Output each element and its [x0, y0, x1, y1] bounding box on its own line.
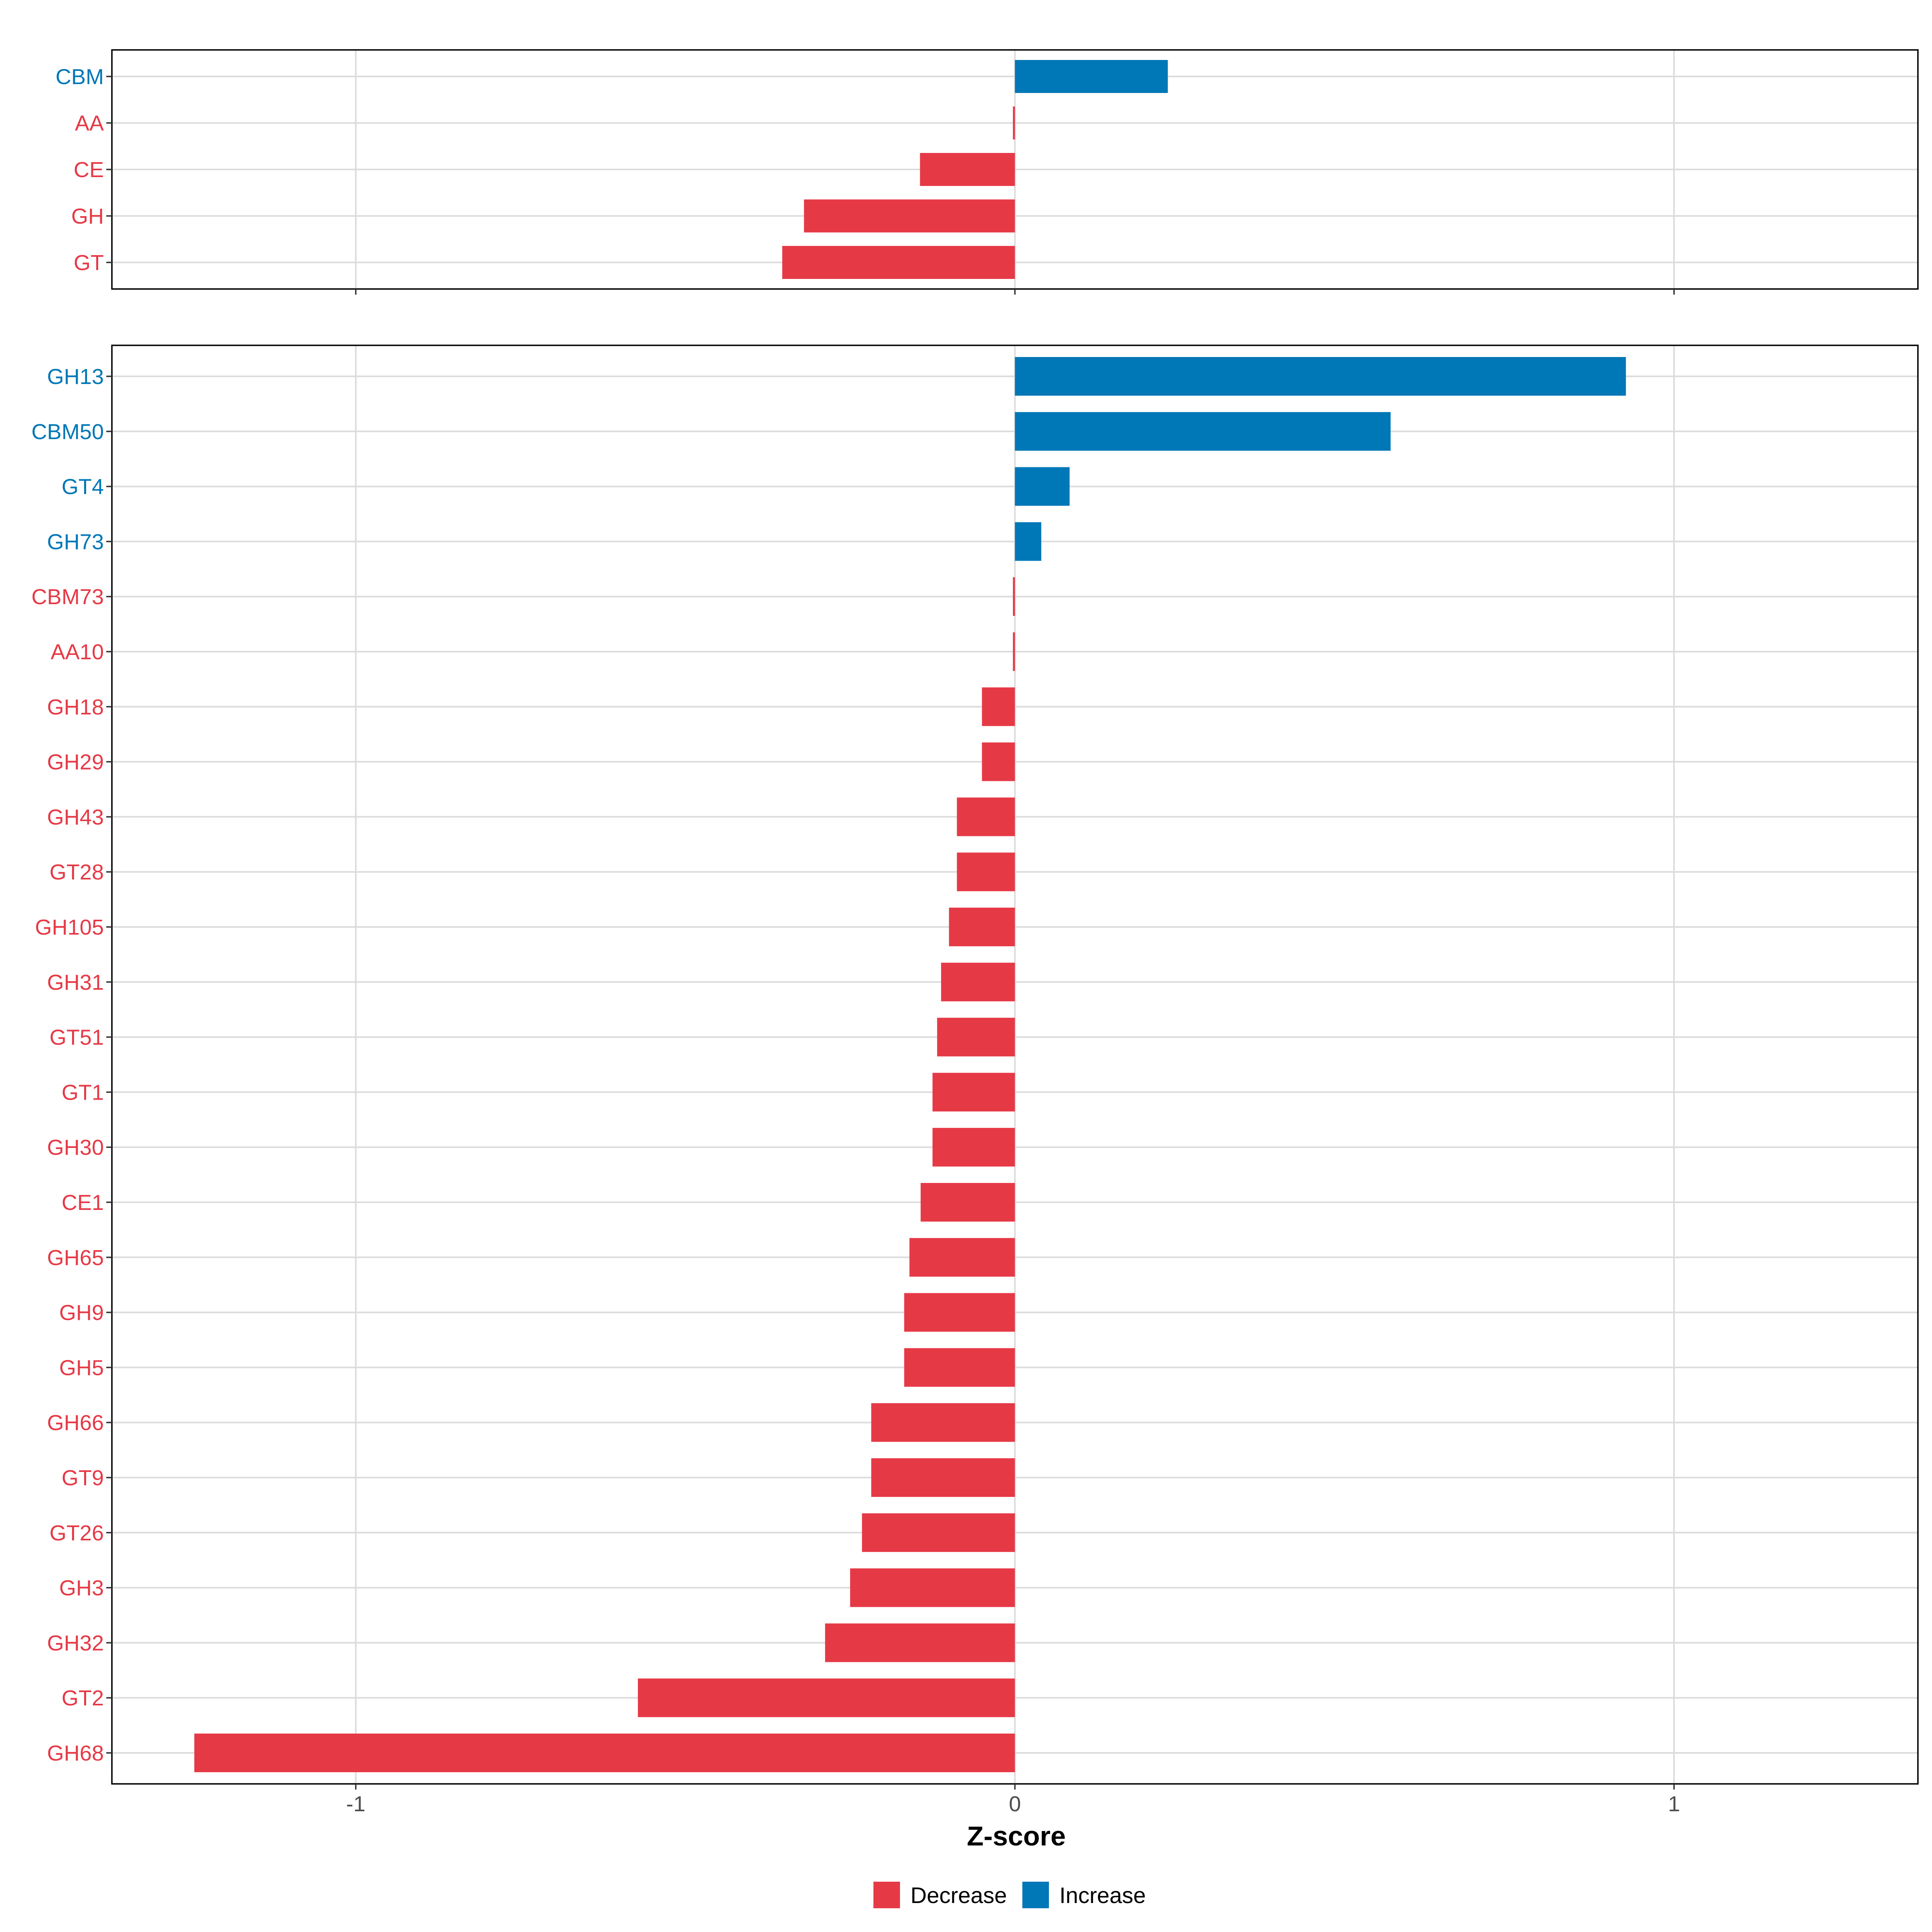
y-label-cbm50: CBM50 — [31, 420, 104, 444]
legend-swatch-increase — [1022, 1882, 1049, 1908]
bar-gt — [782, 246, 1015, 279]
bar-gt28 — [957, 852, 1015, 892]
bar-gh9 — [904, 1293, 1015, 1332]
y-label-cbm73: CBM73 — [31, 585, 104, 609]
y-label-gh66: GH66 — [47, 1411, 104, 1435]
y-label-gh3: GH3 — [59, 1576, 104, 1600]
legend-swatch-decrease — [873, 1882, 900, 1908]
bar-gh — [804, 199, 1015, 233]
y-label-gh: GH — [71, 204, 104, 229]
bar-aa10 — [1013, 632, 1015, 671]
y-label-gt1: GT1 — [62, 1080, 104, 1104]
y-label-gh29: GH29 — [47, 750, 104, 774]
x-axis-title: Z-score — [967, 1821, 1066, 1852]
x-tick-label: -1 — [346, 1792, 365, 1816]
bar-ce — [920, 153, 1015, 186]
y-label-gh65: GH65 — [47, 1246, 104, 1270]
x-axis: -1 0 1 — [346, 1792, 1680, 1816]
bar-gt1 — [932, 1073, 1015, 1112]
bar-gh30 — [932, 1128, 1015, 1167]
bar-gh68 — [194, 1734, 1015, 1772]
bar-gh29 — [982, 742, 1015, 781]
y-label-gt51: GT51 — [50, 1026, 104, 1050]
y-label-gt2: GT2 — [62, 1686, 104, 1710]
bar-gh32 — [825, 1623, 1015, 1662]
bar-gt9 — [871, 1458, 1015, 1497]
bar-gh13 — [1015, 357, 1626, 396]
legend: Decrease Increase — [873, 1882, 1146, 1908]
bar-gh65 — [909, 1238, 1015, 1277]
bar-ce1 — [921, 1183, 1015, 1222]
y-label-ce: CE — [74, 158, 104, 182]
y-label-gh30: GH30 — [47, 1135, 104, 1160]
bar-gh18 — [982, 687, 1015, 726]
y-label-gh13: GH13 — [47, 365, 104, 389]
legend-label-increase: Increase — [1059, 1882, 1146, 1908]
bar-gh66 — [871, 1403, 1015, 1442]
legend-label-decrease: Decrease — [910, 1882, 1007, 1908]
y-label-ce1: CE1 — [62, 1191, 104, 1215]
y-label-gh105: GH105 — [35, 915, 104, 939]
y-label-gt9: GT9 — [62, 1466, 104, 1490]
bar-aa — [1013, 106, 1015, 140]
y-label-gh32: GH32 — [47, 1631, 104, 1655]
bar-gh43 — [957, 797, 1015, 836]
y-label-aa: AA — [75, 111, 104, 136]
bar-gh105 — [949, 908, 1015, 946]
bar-cbm — [1015, 60, 1168, 93]
bar-cbm50 — [1015, 412, 1391, 451]
y-label-gt4: GT4 — [62, 475, 104, 499]
y-label-gh9: GH9 — [59, 1301, 104, 1325]
y-label-gh18: GH18 — [47, 695, 104, 719]
y-label-cbm: CBM — [56, 65, 104, 89]
bar-gt4 — [1015, 467, 1070, 506]
y-label-gh73: GH73 — [47, 530, 104, 554]
y-label-gh68: GH68 — [47, 1741, 104, 1765]
x-tick-label: 1 — [1668, 1792, 1680, 1816]
y-label-gt: GT — [74, 251, 104, 275]
bar-gh3 — [850, 1568, 1015, 1607]
y-label-aa10: AA10 — [51, 640, 104, 664]
y-label-gt26: GT26 — [50, 1521, 104, 1545]
bar-gt2 — [638, 1678, 1015, 1717]
x-tick-label: 0 — [1009, 1792, 1021, 1816]
bar-gt51 — [937, 1018, 1015, 1057]
y-label-gh31: GH31 — [47, 970, 104, 995]
bottom-panel: GH13 CBM50 GT4 GH73 CBM73 AA10 GH18 GH29 GH43 GT2… — [31, 345, 1919, 1790]
bar-gh73 — [1015, 522, 1042, 561]
top-panel: CBM AA CE GH GT — [56, 49, 1919, 295]
y-label-gh43: GH43 — [47, 805, 104, 829]
bar-gt26 — [862, 1513, 1015, 1552]
y-label-gh5: GH5 — [59, 1356, 104, 1380]
y-label-gt28: GT28 — [50, 860, 104, 884]
bar-gh31 — [941, 962, 1015, 1001]
bar-cbm73 — [1013, 577, 1015, 616]
bar-gh5 — [904, 1348, 1015, 1387]
